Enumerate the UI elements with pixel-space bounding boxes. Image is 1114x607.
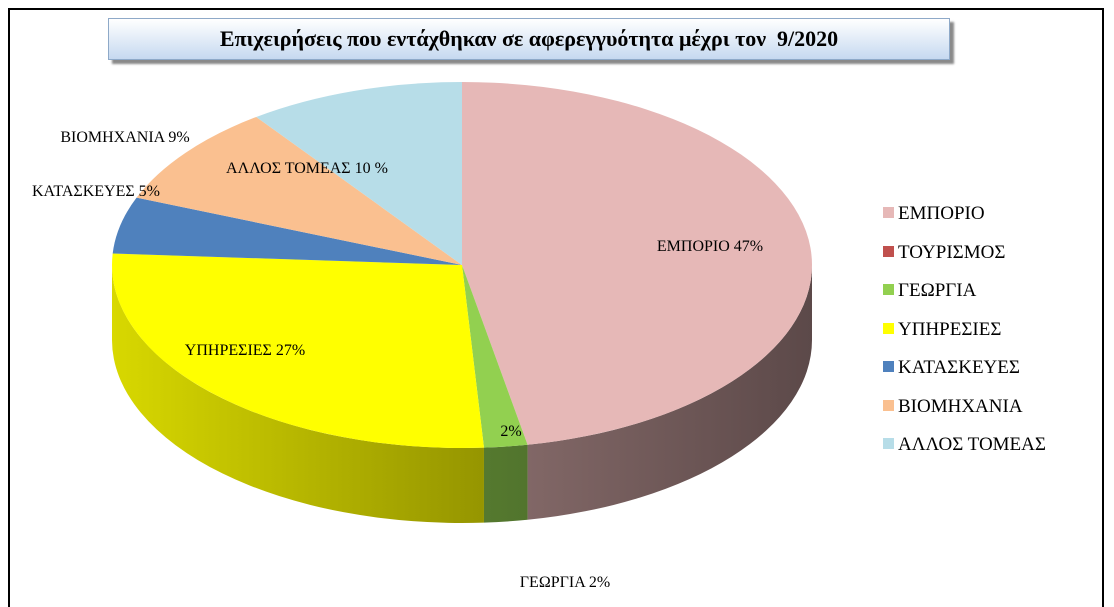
- legend-label: ΚΑΤΑΣΚΕΥΕΣ: [898, 357, 1020, 378]
- legend-item: ΕΜΠΟΡΙΟ: [883, 204, 985, 224]
- legend-label: ΥΠΗΡΕΣΙΕΣ: [898, 318, 1002, 340]
- legend-item: ΑΛΛΟΣ ΤΟΜΕΑΣ: [883, 435, 1046, 455]
- pie-slice: [462, 82, 812, 445]
- legend-swatch: [883, 284, 894, 295]
- legend-label: ΤΟΥΡΙΣΜΟΣ: [898, 241, 1006, 263]
- data-label: ΒΙΟΜΗΧΑΝΙΑ 9%: [60, 129, 190, 146]
- legend-label: ΓΕΩΡΓΙΑ: [898, 280, 977, 301]
- annotation: 2%: [500, 423, 522, 440]
- legend-swatch: [883, 322, 894, 334]
- pie-side: [111, 265, 484, 523]
- pie-slice: [112, 197, 462, 265]
- data-label: ΑΛΛΟΣ ΤΟΜΕΑΣ 10 %: [226, 160, 388, 177]
- legend-item: ΥΠΗΡΕΣΙΕΣ: [883, 318, 1002, 340]
- data-label: ΓΕΩΡΓΙΑ 2%: [519, 574, 611, 591]
- pie-slice: [462, 265, 528, 448]
- pie-side: [483, 444, 528, 523]
- legend-swatch: [883, 245, 894, 257]
- legend-swatch: [883, 361, 894, 372]
- legend-swatch: [883, 438, 894, 449]
- legend-item: ΒΙΟΜΗΧΑΝΙΑ: [883, 395, 1023, 417]
- data-label: ΚΑΤΑΣΚΕΥΕΣ 5%: [31, 183, 160, 200]
- legend-label: ΕΜΠΟΡΙΟ: [898, 203, 985, 224]
- legend-swatch: [883, 399, 894, 411]
- pie-slice: [256, 82, 462, 265]
- chart-frame: [8, 8, 1104, 607]
- pie-slice: [112, 253, 484, 448]
- pie-side: [527, 265, 812, 520]
- legend-item: ΚΑΤΑΣΚΕΥΕΣ: [883, 358, 1020, 378]
- legend-swatch: [883, 207, 894, 218]
- chart-title: Επιχειρήσεις που εντάχθηκαν σε αφερεγγυό…: [108, 18, 950, 60]
- legend-label: ΒΙΟΜΗΧΑΝΙΑ: [898, 395, 1023, 417]
- data-label: ΥΠΗΡΕΣΙΕΣ 27%: [184, 342, 306, 359]
- legend-item: ΤΟΥΡΙΣΜΟΣ: [883, 241, 1006, 263]
- legend-label: ΑΛΛΟΣ ΤΟΜΕΑΣ: [898, 434, 1046, 455]
- legend-item: ΓΕΩΡΓΙΑ: [883, 281, 976, 301]
- data-label: ΕΜΠΟΡΙΟ 47%: [656, 238, 764, 255]
- pie-slice: [136, 116, 462, 265]
